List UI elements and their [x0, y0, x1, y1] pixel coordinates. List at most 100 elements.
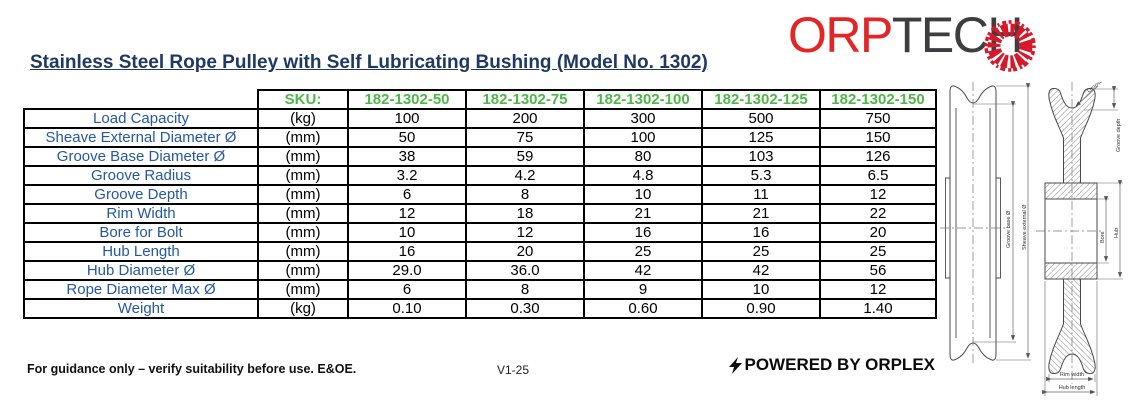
row-value: 16	[583, 222, 703, 243]
row-label: Weight	[23, 298, 259, 319]
dim-label-groove-depth: Groove depth	[1116, 119, 1122, 152]
table-row: Hub Length (mm) 16 20 25 25 25	[23, 241, 937, 262]
table-row: Groove Base Diameter Ø (mm) 38 59 80 103 126	[23, 146, 937, 167]
hub-section-top	[1044, 182, 1098, 200]
dim-label-hub-length: Hub length	[1059, 385, 1086, 391]
row-value: 126	[819, 146, 937, 167]
row-value: 0.10	[347, 298, 467, 319]
table-row: Bore for Bolt (mm) 10 12 16 16 20	[23, 222, 937, 243]
row-value: 56	[819, 260, 937, 281]
row-value: 25	[819, 241, 937, 262]
row-value: 42	[583, 260, 703, 281]
row-value: 18	[465, 203, 585, 224]
powered-by-text: POWERED BY ORPLEX	[744, 355, 936, 374]
row-value: 22	[819, 203, 937, 224]
row-value: 16	[347, 241, 467, 262]
row-value: 5.3	[701, 165, 821, 186]
row-unit: (kg)	[257, 298, 349, 319]
row-value: 12	[819, 279, 937, 300]
row-value: 36.0	[465, 260, 585, 281]
row-value: 9	[583, 279, 703, 300]
row-unit: (mm)	[257, 127, 349, 148]
row-value: 10	[347, 222, 467, 243]
row-value: 300	[583, 108, 703, 129]
row-value: 12	[465, 222, 585, 243]
row-value: 80	[583, 146, 703, 167]
row-value: 4.2	[465, 165, 585, 186]
row-value: 10	[701, 279, 821, 300]
row-value: 0.30	[465, 298, 585, 319]
dim-label-bore: Bore	[1100, 231, 1106, 243]
row-unit: (mm)	[257, 184, 349, 205]
table-row: Sheave External Diameter Ø (mm) 50 75 100 125…	[23, 127, 937, 148]
row-label: Hub Diameter Ø	[23, 260, 259, 281]
row-value: 750	[819, 108, 937, 129]
row-value: 6.5	[819, 165, 937, 186]
table-row: Weight (kg) 0.10 0.30 0.60 0.90 1.40	[23, 298, 937, 319]
row-label: Rim Width	[23, 203, 259, 224]
row-value: 125	[701, 127, 821, 148]
row-value: 20	[819, 222, 937, 243]
dim-label-hub: Hub	[1114, 228, 1120, 238]
row-value: 100	[347, 108, 467, 129]
hub-section-bottom	[1044, 262, 1098, 280]
table-row: Rim Width (mm) 12 18 21 21 22	[23, 203, 937, 224]
pulley-section-drawing: Groove radius Groove depth Bore Hub Rim …	[1036, 82, 1123, 396]
row-value: 103	[701, 146, 821, 167]
row-value: 75	[465, 127, 585, 148]
dim-label-rim-width: Rim width	[1060, 372, 1084, 378]
row-value: 21	[583, 203, 703, 224]
sku-label-cell: SKU:	[257, 89, 349, 110]
spec-table: SKU: 182-1302-50 182-1302-75 182-1302-100 1…	[23, 89, 937, 319]
gear-starburst-icon	[984, 20, 1036, 72]
row-unit: (mm)	[257, 222, 349, 243]
row-value: 16	[701, 222, 821, 243]
row-label: Groove Depth	[23, 184, 259, 205]
table-row: Hub Diameter Ø (mm) 29.0 36.0 42 42 56	[23, 260, 937, 281]
sku-header-cell: 182-1302-75	[465, 89, 585, 110]
powered-by-label: POWERED BY ORPLEX	[728, 355, 936, 375]
row-value: 25	[701, 241, 821, 262]
row-label: Sheave External Diameter Ø	[23, 127, 259, 148]
row-value: 6	[347, 184, 467, 205]
row-label: Hub Length	[23, 241, 259, 262]
spec-table-body: Load Capacity (kg) 100 200 300 500 750 Sheave E…	[23, 108, 937, 319]
sku-header-cell: 182-1302-150	[819, 89, 937, 110]
row-label: Load Capacity	[23, 108, 259, 129]
table-row: Groove Radius (mm) 3.2 4.2 4.8 5.3 6.5	[23, 165, 937, 186]
sku-header-cell: 182-1302-125	[701, 89, 821, 110]
row-unit: (mm)	[257, 165, 349, 186]
row-value: 8	[465, 279, 585, 300]
pulley-front-view-drawing: Groove base Ø Sheave external Ø	[940, 82, 1031, 364]
sku-header-cell: 182-1302-100	[583, 89, 703, 110]
row-unit: (mm)	[257, 260, 349, 281]
row-value: 21	[701, 203, 821, 224]
version-label: V1-25	[497, 363, 530, 377]
row-value: 25	[583, 241, 703, 262]
row-value: 4.8	[583, 165, 703, 186]
row-value: 200	[465, 108, 585, 129]
table-row: Groove Depth (mm) 6 8 10 11 12	[23, 184, 937, 205]
row-value: 100	[583, 127, 703, 148]
disclaimer-text: For guidance only – verify suitability b…	[27, 362, 357, 376]
header-blank-cell	[24, 90, 258, 109]
row-label: Rope Diameter Max Ø	[23, 279, 259, 300]
lightning-bolt-icon	[728, 356, 742, 374]
row-value: 10	[583, 184, 703, 205]
row-value: 3.2	[347, 165, 467, 186]
row-label: Groove Base Diameter Ø	[23, 146, 259, 167]
row-value: 6	[347, 279, 467, 300]
spec-table-header-row: SKU: 182-1302-50 182-1302-75 182-1302-100 1…	[24, 89, 937, 110]
row-value: 150	[819, 127, 937, 148]
sku-header-cell: 182-1302-50	[347, 89, 467, 110]
row-value: 50	[347, 127, 467, 148]
row-unit: (mm)	[257, 203, 349, 224]
row-value: 500	[701, 108, 821, 129]
table-row: Load Capacity (kg) 100 200 300 500 750	[23, 108, 937, 129]
row-value: 8	[465, 184, 585, 205]
row-label: Bore for Bolt	[23, 222, 259, 243]
row-value: 12	[347, 203, 467, 224]
dim-label-sheave-external: Sheave external Ø	[1022, 204, 1028, 250]
logo-text-red: ORP	[788, 7, 893, 63]
